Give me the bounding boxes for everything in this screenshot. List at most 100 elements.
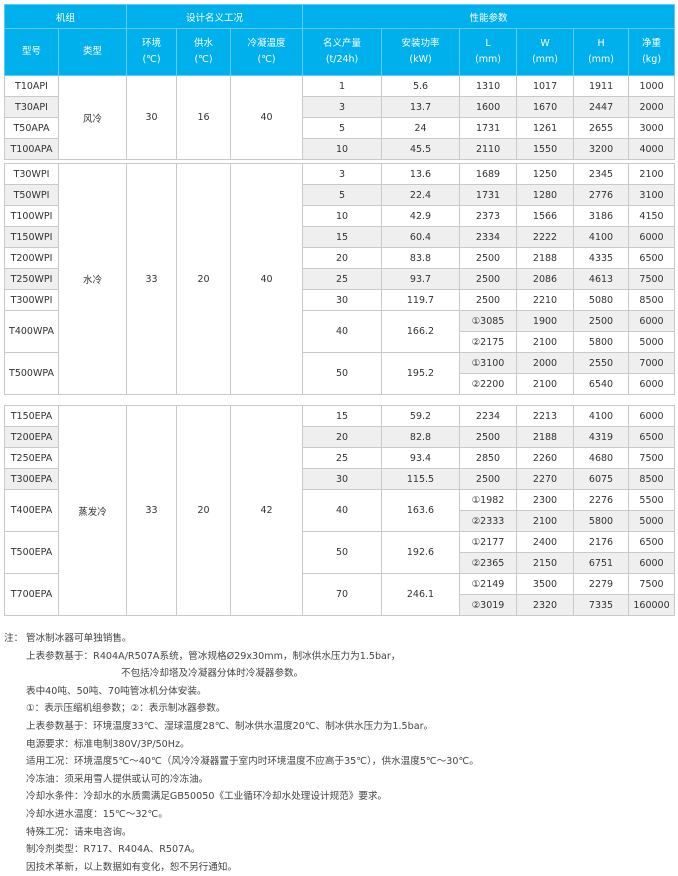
model-cell: T150WPI [4,226,59,248]
model-cell: T500EPA [4,531,59,574]
w-cell: 1670 [516,96,575,118]
weight-cell: 8500 [628,289,675,311]
note-line: 冷却水进水温度：15℃～32℃。 [26,808,168,820]
l-cell: 2500 [459,426,517,448]
table-row: T10API 风冷 30 16 40 1 5.6 1310 1017 1911 1000 [4,75,676,160]
column-header: 安装功率 (kW) [381,28,461,76]
capacity-cell: 30 [302,468,382,490]
weight-cell: 6000 [628,310,675,332]
weight-cell: 7500 [628,447,675,469]
h-cell: 2345 [573,163,629,185]
w-cell: 2150 [516,552,574,574]
power-cell: 22.4 [381,184,460,206]
table-row: ②2333 2100 5800 5000 [5,510,675,532]
weight-cell: 7500 [628,268,675,290]
column-header-label: 安装功率 [401,38,440,49]
h-cell: 4613 [573,268,629,290]
power-cell: 166.2 [381,310,460,353]
type-cell: 风冷 [57,75,128,160]
l-cell: 2500 [459,289,517,311]
l-cell: ②2333 [459,510,517,532]
condensing-cell: 42 [230,405,303,616]
notes: 注： 管冰制冰器可单独销售。 上表参数基于：R404A/R507A系统，管冰规格Ø… [4,630,479,876]
note-line: 冷冻油：须采用雪人提供或认可的冷冻油。 [26,773,209,785]
note-line: 因技术革新，以上数据如有变化，恕不另行通知。 [26,861,238,873]
w-cell: 2270 [516,468,574,490]
l-cell: 2110 [459,138,518,160]
capacity-cell: 15 [302,405,382,427]
table-row: T400EPA 40 163.6 ①1982 2300 2276 5500 [4,489,675,532]
column-header: 型号 [4,28,59,76]
supply-cell: 20 [176,405,231,616]
capacity-cell: 50 [302,352,382,395]
column-header: 供水 (℃) [176,28,232,76]
capacity-cell: 20 [302,247,382,269]
weight-cell: 6500 [628,426,675,448]
weight-cell: 160000 [628,594,675,616]
power-cell: 13.6 [381,163,460,185]
column-header-label: 类型 [83,46,103,57]
model-cell: T50WPI [4,184,59,206]
h-cell: 7335 [573,594,629,616]
w-cell: 2100 [516,510,574,532]
w-cell: 2400 [516,531,574,553]
h-cell: 2655 [573,117,630,139]
spec-table-air-cooled: 机组 设计名义工况 性能参数 型号 类型 环境 (℃) 供水 (℃) 冷凝温度 (℃) 名义产量… [3,4,676,160]
w-cell: 1017 [516,75,575,97]
weight-cell: 4000 [628,138,676,160]
h-cell: 2447 [573,96,630,118]
table-row: T700EPA 70 246.1 ①2149 3500 2279 7500 [4,573,675,616]
power-cell: 82.8 [381,426,460,448]
model-cell: T100WPI [4,205,59,227]
table-row: T30WPI 水冷 33 20 40 3 13.6 1689 1250 2345 2100 [4,163,675,395]
capacity-cell: 15 [302,226,382,248]
h-cell: 4319 [573,426,629,448]
spec-table-evaporative-cooled: T150EPA 蒸发冷 33 20 42 15 59.2 2234 2213 4100 6000 T2… [4,405,675,616]
l-cell: 2334 [459,226,517,248]
h-cell: 6540 [573,373,629,395]
column-header: 环境 (℃) [126,28,178,76]
h-cell: 5800 [573,331,629,353]
column-header: L (mm) [459,28,518,76]
column-header-unit: (mm) [532,54,558,65]
note-line: 表中40吨、50吨、70吨管冰机分体安装。 [26,685,207,697]
column-header-label: 名义产量 [323,38,362,49]
power-cell: 93.7 [381,268,460,290]
weight-cell: 4150 [628,205,675,227]
h-cell: 2550 [573,352,629,374]
column-header-unit: (kg) [642,54,662,65]
capacity-cell: 25 [302,268,382,290]
power-cell: 163.6 [381,489,460,532]
weight-cell: 6500 [628,247,675,269]
capacity-cell: 3 [302,96,383,118]
weight-cell: 6000 [628,373,675,395]
note-line: 制冷剂类型：R717、R404A、R507A。 [26,844,201,856]
type-cell: 蒸发冷 [58,405,127,616]
model-cell: T700EPA [4,573,59,616]
ambient-cell: 33 [126,405,177,616]
table-row: T400WPA 40 166.2 ①3085 1900 2500 6000 [4,310,675,353]
table-row: T150EPA 蒸发冷 33 20 42 15 59.2 2234 2213 4100 6000 [4,405,675,616]
column-header-label: 型号 [21,46,41,57]
power-cell: 59.2 [381,405,460,427]
l-cell: ①3085 [459,310,517,332]
l-cell: 1600 [459,96,518,118]
power-cell: 192.6 [381,531,460,574]
table-row: T500WPA 50 195.2 ①3100 2000 2550 7000 [4,352,675,395]
capacity-cell: 5 [302,184,382,206]
note-line: 冷却水条件：冷却水的水质需满足GB50050《工业循环冷却水处理设计规范》要求。 [26,791,388,803]
w-cell: 1261 [516,117,575,139]
l-cell: 2234 [459,405,517,427]
condensing-cell: 40 [230,75,304,160]
column-header: 类型 [57,28,128,76]
l-cell: 2850 [459,447,517,469]
column-header-label: 供水 [194,38,214,49]
capacity-cell: 10 [302,138,383,160]
l-cell: 1731 [459,184,517,206]
w-cell: 2300 [516,489,574,511]
w-cell: 2210 [516,289,574,311]
column-header: 名义产量 (t/24h) [302,28,383,76]
h-cell: 3186 [573,205,629,227]
model-cell: T300WPI [4,289,59,311]
weight-cell: 2000 [628,96,676,118]
